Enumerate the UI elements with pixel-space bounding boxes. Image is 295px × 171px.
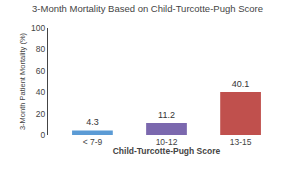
svg-text:40: 40 — [36, 87, 46, 97]
svg-text:13-15: 13-15 — [230, 137, 252, 147]
svg-text:3-Month Mortality Based on Chi: 3-Month Mortality Based on Child-Turcott… — [32, 3, 263, 14]
svg-text:100: 100 — [31, 23, 45, 33]
svg-text:40.1: 40.1 — [232, 79, 250, 89]
svg-text:< 7-9: < 7-9 — [83, 137, 103, 147]
svg-text:20: 20 — [36, 109, 46, 119]
svg-text:60: 60 — [36, 66, 46, 76]
svg-text:4.3: 4.3 — [86, 117, 99, 127]
svg-text:0: 0 — [41, 130, 46, 140]
svg-text:3-Month Patient Mortality (%): 3-Month Patient Mortality (%) — [18, 32, 27, 130]
svg-text:80: 80 — [36, 44, 46, 54]
svg-text:10-12: 10-12 — [156, 137, 178, 147]
svg-text:Child-Turcotte-Pugh Score: Child-Turcotte-Pugh Score — [113, 147, 221, 157]
svg-text:11.2: 11.2 — [158, 110, 175, 120]
